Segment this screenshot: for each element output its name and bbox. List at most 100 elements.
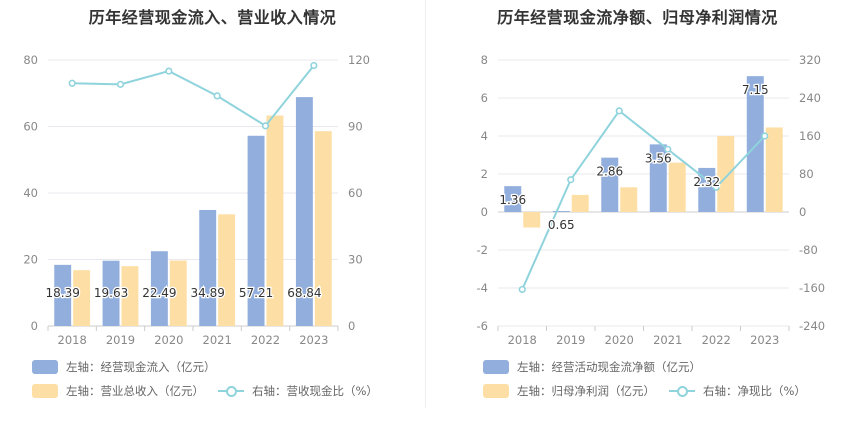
legend-item-line[interactable]: 右轴：营收现金比（%） [218, 383, 378, 399]
left-axis-tick-label: 4 [481, 129, 488, 143]
chart-svg: -6 -4 -2 0 2 4 6 8 -240 -160 -80 0 80 160 240 320 2018 20… [477, 53, 826, 347]
bar-secondary [121, 266, 139, 326]
bar-secondary [668, 162, 686, 212]
bar-primary [150, 251, 168, 326]
right-axis-tick-label: 80 [799, 167, 814, 181]
bar-primary [102, 260, 120, 326]
bar-secondary [717, 136, 735, 212]
x-axis-tick-label: 2022 [702, 333, 731, 347]
bar-primary [649, 144, 667, 212]
data-label: 34.89 [191, 286, 225, 300]
bar-primary [601, 157, 619, 212]
legend-label: 左轴：归母净利润（亿元） [517, 384, 655, 398]
line-point [712, 183, 720, 191]
line-series [521, 109, 766, 290]
legend-label: 左轴：经营现金流入（亿元） [66, 360, 216, 374]
line-point [761, 132, 769, 140]
right-axis-tick-label: -80 [799, 243, 818, 257]
data-label: 0.65 [548, 218, 575, 232]
left-axis-tick-label: 60 [23, 120, 38, 134]
legend-swatch [32, 360, 58, 374]
data-label: 22.49 [142, 286, 176, 300]
legend-label: 右轴：营收现金比（%） [252, 384, 378, 398]
x-axis-tick-label: 2019 [106, 333, 135, 347]
left-axis-tick-label: 20 [23, 253, 38, 267]
data-label: 7.15 [742, 83, 769, 97]
line-series [72, 64, 315, 128]
data-label: 2.32 [693, 175, 720, 189]
line-point [213, 92, 221, 100]
line-point [664, 145, 672, 153]
line-point [165, 67, 173, 75]
right-axis-tick-label: 0 [348, 319, 355, 333]
data-label: 1.36 [499, 193, 526, 207]
left-axis-tick-label: 0 [481, 205, 488, 219]
x-axis-tick-label: 2023 [299, 333, 328, 347]
chart-panel-cash-inflow: 历年经营现金流入、营业收入情况 0 20 40 60 80 0 30 60 90 120 2018 2… [23, 8, 378, 399]
bar-secondary [218, 214, 236, 326]
x-axis-tick-label: 2022 [251, 333, 280, 347]
x-axis-tick-label: 2018 [58, 333, 87, 347]
line-point [615, 107, 623, 115]
left-axis-tick-label: 0 [31, 319, 38, 333]
legend-label: 左轴：经营活动现金流净额（亿元） [517, 360, 701, 374]
right-axis-tick-label: 60 [348, 186, 363, 200]
left-axis-tick-label: 80 [23, 53, 38, 67]
line-point [116, 80, 125, 88]
left-axis-tick-label: 6 [481, 91, 488, 105]
left-axis-tick-label: 2 [481, 167, 488, 181]
data-label: 68.84 [287, 286, 321, 300]
bar-primary [698, 167, 716, 212]
right-axis-tick-label: -160 [799, 281, 825, 295]
chart-title: 历年经营现金流净额、归母净利润情况 [497, 8, 778, 27]
legend-swatch [483, 360, 509, 374]
bar-secondary [571, 194, 589, 212]
legend-item-bar1[interactable]: 左轴：经营现金流入（亿元） [32, 359, 216, 375]
bar-secondary [765, 127, 783, 212]
legend-swatch [32, 384, 58, 398]
legend-line-icon [218, 384, 244, 398]
x-axis-tick-label: 2021 [653, 333, 682, 347]
bar-primary [54, 264, 72, 326]
legend-item-bar2[interactable]: 左轴：营业总收入（亿元） [32, 383, 204, 399]
bar-primary [552, 211, 570, 212]
right-axis-tick-label: 240 [799, 91, 821, 105]
x-axis-tick-label: 2021 [203, 333, 232, 347]
left-axis-tick-label: 40 [23, 186, 38, 200]
legend-item-bar1[interactable]: 左轴：经营活动现金流净额（亿元） [483, 359, 701, 375]
line-point [261, 122, 270, 130]
bar-primary [504, 186, 522, 212]
data-label: 18.39 [46, 286, 80, 300]
chart-title: 历年经营现金流入、营业收入情况 [88, 8, 337, 27]
x-axis-tick-label: 2020 [605, 333, 634, 347]
bar-secondary [620, 187, 638, 212]
right-axis-tick-label: 90 [348, 120, 363, 134]
legend-swatch [483, 384, 509, 398]
line-point [68, 79, 76, 87]
left-axis-tick-label: -6 [477, 319, 488, 333]
chart-panel-net-cash: 历年经营现金流净额、归母净利润情况 -6 -4 -2 0 2 4 6 8 -240 -160 -80… [425, 0, 850, 437]
bar-secondary [266, 115, 284, 326]
right-axis-tick-label: -240 [799, 319, 825, 333]
data-label: 19.63 [94, 286, 128, 300]
legend-item-line[interactable]: 右轴：净现比（%） [669, 383, 806, 399]
x-axis-tick-label: 2023 [750, 333, 779, 347]
legend-item-bar2[interactable]: 左轴：归母净利润（亿元） [483, 383, 655, 399]
legend-label: 左轴：营业总收入（亿元） [66, 384, 204, 398]
x-axis-tick-label: 2019 [556, 333, 585, 347]
line-point [567, 176, 575, 184]
left-axis-tick-label: 8 [481, 53, 488, 67]
left-axis-tick-label: -4 [477, 281, 488, 295]
chart-svg: 0 20 40 60 80 0 30 60 90 120 2018 2019 2020 2021 2022 2… [23, 53, 370, 347]
bar-secondary [73, 270, 91, 326]
bar-primary [247, 135, 265, 326]
left-axis-tick-label: -2 [477, 243, 488, 257]
right-axis-tick-label: 0 [799, 205, 806, 219]
x-axis-tick-label: 2020 [154, 333, 183, 347]
right-axis-tick-label: 120 [348, 53, 370, 67]
bar-secondary [169, 260, 187, 326]
right-axis-tick-label: 320 [799, 53, 821, 67]
bar-secondary [523, 212, 541, 228]
panel-divider [425, 0, 426, 408]
bar-primary [295, 97, 313, 327]
